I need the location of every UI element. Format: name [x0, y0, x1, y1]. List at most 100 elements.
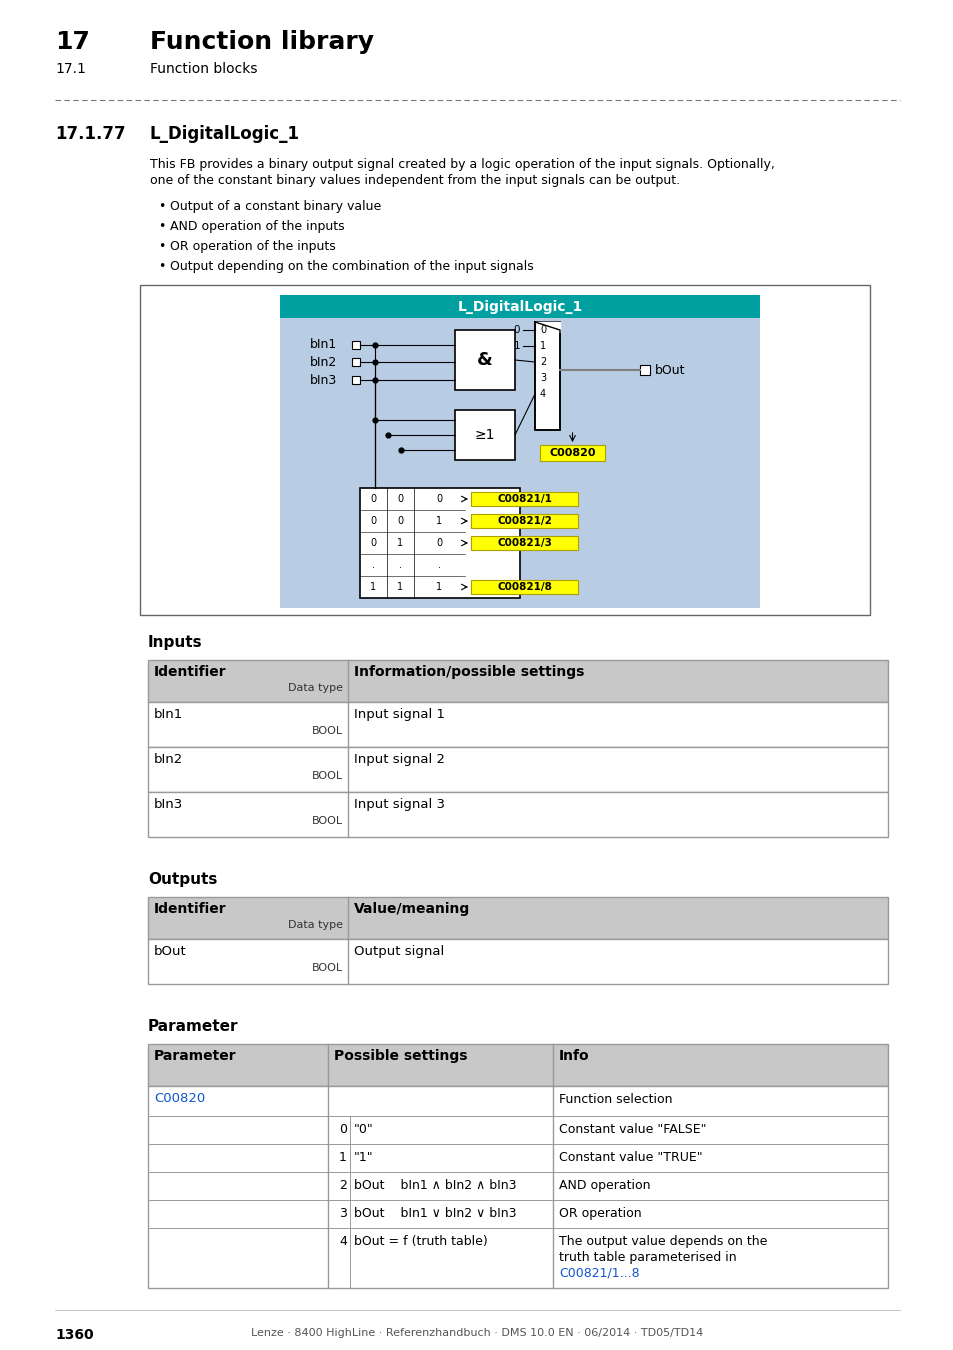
- Text: Identifier: Identifier: [153, 902, 227, 917]
- Text: 17.1: 17.1: [55, 62, 86, 76]
- Text: 0: 0: [539, 325, 545, 335]
- Text: 17.1.77: 17.1.77: [55, 126, 126, 143]
- Bar: [352, 358, 359, 366]
- Text: bIn1: bIn1: [310, 339, 337, 351]
- Bar: [471, 491, 578, 506]
- Text: 1: 1: [397, 582, 403, 593]
- Text: Function selection: Function selection: [558, 1094, 672, 1106]
- Text: 0: 0: [513, 325, 519, 335]
- Text: &: &: [476, 351, 493, 369]
- Text: C00820: C00820: [153, 1092, 205, 1106]
- Text: .: .: [437, 560, 440, 570]
- Bar: [352, 377, 359, 383]
- Text: Parameter: Parameter: [148, 1019, 238, 1034]
- Bar: [148, 792, 887, 837]
- Text: Identifier: Identifier: [153, 666, 227, 679]
- Text: Information/possible settings: Information/possible settings: [354, 666, 584, 679]
- Text: bOut: bOut: [655, 363, 685, 377]
- Text: Output signal: Output signal: [354, 945, 444, 958]
- Text: 1360: 1360: [55, 1328, 93, 1342]
- Bar: [455, 329, 515, 390]
- Text: Function library: Function library: [150, 30, 374, 54]
- Text: 2: 2: [539, 356, 546, 367]
- Text: AND operation of the inputs: AND operation of the inputs: [170, 220, 344, 234]
- Text: bOut    bIn1 ∨ bIn2 ∨ bIn3: bOut bIn1 ∨ bIn2 ∨ bIn3: [354, 1207, 516, 1220]
- Text: 0: 0: [436, 494, 442, 504]
- Text: BOOL: BOOL: [312, 815, 343, 826]
- Bar: [471, 514, 578, 528]
- Text: Value/meaning: Value/meaning: [354, 902, 470, 917]
- Text: 0: 0: [436, 539, 442, 548]
- Text: .: .: [372, 560, 375, 570]
- Text: 1: 1: [436, 516, 442, 526]
- Text: 3: 3: [338, 1207, 347, 1220]
- Text: Data type: Data type: [288, 919, 343, 930]
- Text: •: •: [158, 240, 165, 252]
- Text: C00821/1: C00821/1: [497, 494, 552, 504]
- Text: 4: 4: [539, 389, 545, 400]
- Text: OR operation: OR operation: [558, 1207, 641, 1220]
- Text: Output of a constant binary value: Output of a constant binary value: [170, 200, 381, 213]
- Text: C00821/8: C00821/8: [497, 582, 552, 593]
- Text: C00820: C00820: [549, 448, 595, 458]
- Text: 1: 1: [370, 582, 376, 593]
- Text: BOOL: BOOL: [312, 771, 343, 782]
- Text: bIn2: bIn2: [310, 355, 337, 369]
- Text: •: •: [158, 261, 165, 273]
- Bar: [148, 1085, 887, 1288]
- Bar: [359, 487, 519, 598]
- Text: bIn3: bIn3: [153, 798, 183, 811]
- Bar: [140, 285, 869, 616]
- Text: Possible settings: Possible settings: [334, 1049, 467, 1062]
- Text: one of the constant binary values independent from the input signals can be outp: one of the constant binary values indepe…: [150, 174, 679, 188]
- Text: 0: 0: [397, 494, 403, 504]
- Text: 1: 1: [436, 582, 442, 593]
- Polygon shape: [535, 323, 559, 332]
- Text: Input signal 2: Input signal 2: [354, 753, 444, 765]
- Text: Info: Info: [558, 1049, 589, 1062]
- Text: .: .: [398, 560, 401, 570]
- Text: truth table parameterised in: truth table parameterised in: [558, 1251, 736, 1264]
- Text: Output depending on the combination of the input signals: Output depending on the combination of t…: [170, 261, 533, 273]
- Text: bIn2: bIn2: [153, 753, 183, 765]
- Text: Lenze · 8400 HighLine · Referenzhandbuch · DMS 10.0 EN · 06/2014 · TD05/TD14: Lenze · 8400 HighLine · Referenzhandbuch…: [251, 1328, 702, 1338]
- Text: bIn1: bIn1: [153, 707, 183, 721]
- Bar: [455, 410, 515, 460]
- Bar: [148, 940, 887, 984]
- Text: bIn3: bIn3: [310, 374, 337, 386]
- Text: •: •: [158, 220, 165, 234]
- Bar: [148, 896, 887, 940]
- Text: 17: 17: [55, 30, 90, 54]
- Text: bOut: bOut: [153, 945, 187, 958]
- Text: 0: 0: [370, 494, 376, 504]
- Bar: [280, 296, 760, 319]
- Text: AND operation: AND operation: [558, 1179, 650, 1192]
- Text: ≥1: ≥1: [475, 428, 495, 441]
- Text: C00821/1...8: C00821/1...8: [558, 1268, 639, 1280]
- Text: 0: 0: [338, 1123, 347, 1135]
- Bar: [148, 702, 887, 747]
- Text: This FB provides a binary output signal created by a logic operation of the inpu: This FB provides a binary output signal …: [150, 158, 774, 171]
- Text: C00821/3: C00821/3: [497, 539, 552, 548]
- Text: L_DigitalLogic_1: L_DigitalLogic_1: [150, 126, 299, 143]
- Text: 1: 1: [397, 539, 403, 548]
- Text: 1: 1: [513, 342, 519, 351]
- Text: bOut = f (truth table): bOut = f (truth table): [354, 1235, 487, 1247]
- Text: BOOL: BOOL: [312, 726, 343, 736]
- Text: "1": "1": [354, 1152, 374, 1164]
- Text: 1: 1: [539, 342, 545, 351]
- Bar: [639, 364, 649, 375]
- Bar: [280, 296, 760, 608]
- Bar: [471, 580, 578, 594]
- Text: Data type: Data type: [288, 683, 343, 693]
- Text: Input signal 3: Input signal 3: [354, 798, 444, 811]
- Text: Input signal 1: Input signal 1: [354, 707, 444, 721]
- Text: 3: 3: [539, 373, 545, 383]
- Text: Function blocks: Function blocks: [150, 62, 257, 76]
- Text: bOut    bIn1 ∧ bIn2 ∧ bIn3: bOut bIn1 ∧ bIn2 ∧ bIn3: [354, 1179, 516, 1192]
- Text: •: •: [158, 200, 165, 213]
- Bar: [148, 1044, 887, 1085]
- Bar: [148, 747, 887, 792]
- Text: OR operation of the inputs: OR operation of the inputs: [170, 240, 335, 252]
- Text: The output value depends on the: The output value depends on the: [558, 1235, 766, 1247]
